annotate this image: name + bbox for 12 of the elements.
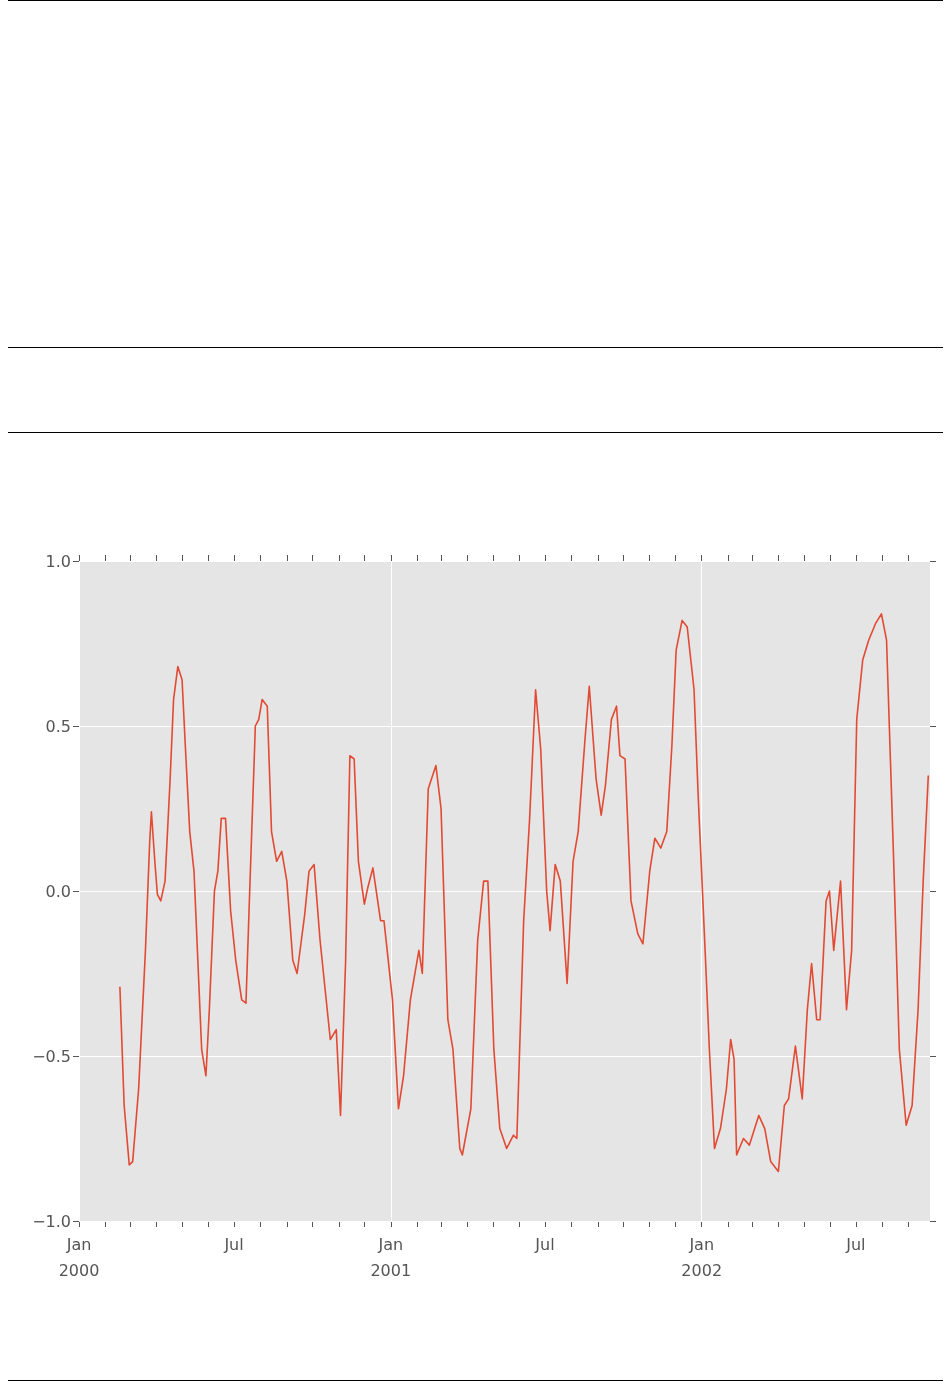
x-tick-label: Jan 2002 — [681, 1234, 723, 1280]
y-tick-label: −1.0 — [32, 1211, 71, 1231]
y-tick-label: 0.0 — [45, 881, 71, 901]
y-tick-label: 1.0 — [45, 551, 71, 571]
x-tick-label: Jan 2000 — [58, 1234, 100, 1280]
x-tick-label: Jul — [223, 1234, 244, 1254]
line-series — [119, 613, 930, 1173]
x-tick-label: Jul — [845, 1234, 866, 1254]
x-tick-label: Jan 2001 — [370, 1234, 412, 1280]
y-tick-label: 0.5 — [45, 716, 71, 736]
y-tick-label: −0.5 — [32, 1046, 71, 1066]
x-tick-label: Jul — [534, 1234, 555, 1254]
